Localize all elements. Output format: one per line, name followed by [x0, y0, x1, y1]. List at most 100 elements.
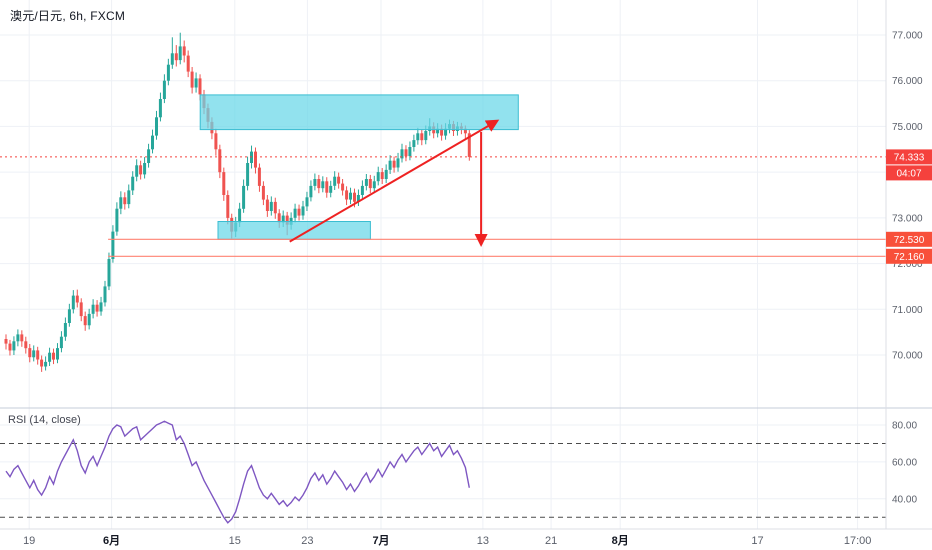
candle — [71, 290, 75, 314]
candle — [56, 343, 59, 364]
candle-body — [143, 163, 147, 175]
candle — [214, 128, 218, 156]
candle-body — [91, 304, 95, 314]
candle-body — [75, 295, 79, 303]
candle-body — [261, 185, 265, 200]
candle — [329, 180, 333, 198]
candle — [135, 159, 139, 182]
candle-body — [194, 78, 198, 88]
candle-body — [317, 179, 321, 189]
candle-body — [182, 46, 186, 56]
candle — [182, 40, 186, 63]
candle — [333, 171, 337, 190]
candle — [325, 177, 329, 198]
candle — [24, 336, 28, 354]
candle-body — [420, 133, 424, 141]
candle — [119, 191, 123, 215]
candle — [115, 202, 119, 236]
candle — [95, 300, 99, 317]
candle-body — [388, 160, 392, 170]
candle-body — [20, 334, 24, 342]
candle-body — [467, 133, 471, 157]
candle-body — [396, 158, 400, 168]
candle-body — [246, 163, 250, 186]
candle-body — [277, 213, 281, 223]
candle-body — [99, 302, 103, 312]
candle-body — [28, 348, 32, 358]
candle — [79, 298, 83, 322]
rsi-tick-label: 40.00 — [892, 494, 917, 505]
symbol-title[interactable]: 澳元/日元, 6h, FXCM — [10, 9, 126, 23]
candle — [190, 67, 194, 94]
current-price-badge-bg — [886, 149, 932, 165]
candle — [139, 160, 143, 180]
candle-body — [293, 208, 297, 218]
candle — [337, 172, 341, 189]
candle-body — [71, 295, 75, 310]
candle — [162, 74, 166, 104]
rsi-indicator-label[interactable]: RSI (14, close) — [8, 414, 81, 426]
price-tick-label: 73.000 — [892, 213, 923, 224]
candle — [246, 156, 250, 191]
candle — [420, 129, 424, 146]
time-axis-label: 6月 — [103, 534, 120, 547]
candle-body — [301, 206, 305, 216]
candle — [151, 129, 154, 154]
candle-body — [218, 149, 222, 173]
candle-body — [380, 172, 384, 179]
candle-body — [341, 183, 345, 191]
candle-body — [158, 99, 162, 118]
candle-body — [376, 172, 380, 182]
candle — [178, 32, 182, 65]
trend-arrow[interactable] — [289, 119, 500, 243]
demand-zone-box[interactable] — [217, 221, 371, 240]
candles-layer — [4, 32, 471, 372]
candle-body — [131, 176, 135, 191]
candle — [297, 204, 301, 221]
candle-body — [222, 172, 226, 195]
candle-body — [325, 181, 329, 193]
candle — [273, 197, 277, 219]
candle-body — [321, 181, 325, 189]
candle — [356, 189, 360, 206]
candle — [170, 37, 174, 69]
candle — [412, 134, 416, 152]
candle-body — [424, 131, 428, 141]
rsi-tick-label: 80.00 — [892, 421, 917, 432]
candle — [293, 203, 297, 223]
candle-body — [337, 176, 341, 184]
candle — [467, 130, 471, 161]
candle — [28, 344, 32, 363]
candle-body — [135, 165, 139, 177]
candle — [16, 329, 20, 347]
candle — [269, 196, 273, 216]
candle-body — [56, 348, 59, 360]
time-axis-label: 7月 — [372, 534, 389, 547]
candle-body — [12, 341, 16, 351]
current-price-badge-text: 74.333 — [894, 152, 925, 163]
rsi-tick-label: 60.00 — [892, 457, 917, 468]
candle-body — [178, 46, 182, 61]
candle — [32, 345, 36, 362]
candle-body — [436, 128, 440, 134]
candle-body — [83, 316, 87, 326]
level-price-badge-text: 72.160 — [894, 252, 925, 263]
level-price-badge-text: 72.530 — [894, 235, 925, 246]
current-price-badge: 74.333 — [886, 149, 932, 165]
candle-body — [44, 361, 48, 367]
candle — [305, 191, 309, 211]
candle — [360, 180, 364, 200]
candle — [40, 355, 44, 372]
candle-body — [107, 259, 111, 287]
candle — [87, 308, 91, 330]
candle — [107, 252, 111, 291]
candle — [63, 317, 67, 341]
candle-body — [349, 192, 352, 200]
candle — [368, 174, 372, 194]
candle-body — [368, 179, 372, 189]
candle-body — [265, 199, 269, 211]
time-axis-label: 13 — [477, 535, 489, 547]
price-tick-label: 76.000 — [892, 76, 923, 87]
supply-zone-box[interactable] — [199, 94, 519, 131]
